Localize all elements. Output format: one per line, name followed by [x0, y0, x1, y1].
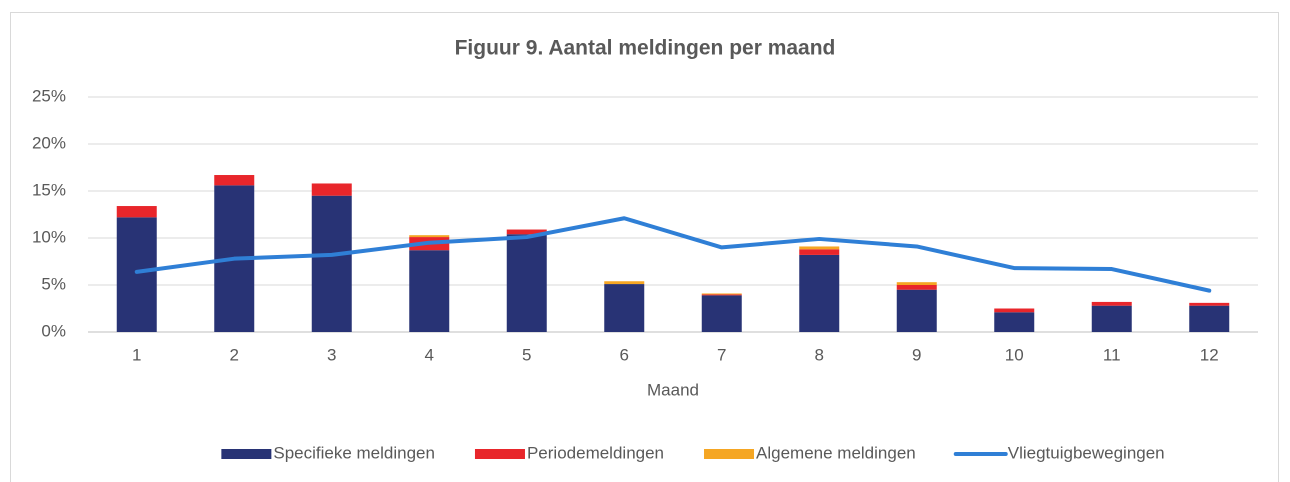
bar-segment [506, 234, 547, 332]
x-tick-label: 12 [1200, 345, 1219, 364]
x-axis-label: Maand [647, 380, 699, 399]
x-tick-label: 7 [717, 345, 726, 364]
bar-segment [1091, 301, 1132, 306]
y-tick-label: 20% [32, 133, 66, 152]
bar-segment [311, 183, 352, 196]
bar-segment [311, 195, 352, 332]
bar-segment [409, 235, 450, 238]
y-tick-label: 10% [32, 227, 66, 246]
legend-swatch [704, 449, 755, 459]
x-tick-label: 4 [425, 345, 434, 364]
line-series [134, 216, 1212, 293]
legend-swatch [221, 449, 272, 459]
x-tick-label: 11 [1103, 345, 1121, 364]
y-tick-label: 0% [41, 321, 66, 340]
x-tick-label: 2 [230, 345, 239, 364]
legend-label: Algemene meldingen [756, 443, 916, 462]
legend-label: Periodemeldingen [527, 443, 664, 462]
y-tick-label: 25% [32, 86, 66, 105]
bar-segment [701, 293, 742, 295]
bar-segment [1091, 305, 1132, 332]
bar-segment [701, 294, 742, 296]
bar-segment [799, 254, 840, 332]
bar-segment [1189, 302, 1230, 306]
x-tick-label: 5 [522, 345, 531, 364]
legend-label: Specifieke meldingen [273, 443, 435, 462]
bar-segment [604, 281, 645, 285]
bar-segment [1189, 305, 1230, 332]
legend-label: Vliegtuigbewegingen [1008, 443, 1165, 462]
chart-title: Figuur 9. Aantal meldingen per maand [455, 37, 836, 60]
bar-segment [799, 246, 840, 250]
chart-frame [10, 12, 1279, 482]
bar-segment [506, 229, 547, 235]
y-tick-label: 15% [32, 180, 66, 199]
bar-segment [604, 284, 645, 332]
bar-segment [409, 250, 450, 332]
y-tick-label: 5% [41, 274, 66, 293]
x-tick-label: 3 [327, 345, 336, 364]
x-tick-label: 6 [620, 345, 629, 364]
bar-segment [116, 217, 157, 332]
bar-segment [994, 312, 1035, 332]
x-tick-label: 1 [132, 345, 141, 364]
x-tick-label: 8 [815, 345, 824, 364]
legend-swatch [474, 449, 525, 459]
legend: Specifieke meldingen Periodemeldingen Alge… [221, 443, 1165, 462]
bar-segment [214, 175, 255, 186]
bar-segment [994, 308, 1035, 313]
bar-segment [896, 285, 937, 290]
bar-segment [896, 289, 937, 332]
bar-segment [896, 282, 937, 285]
x-tick-label: 9 [912, 345, 921, 364]
x-tick-label: 10 [1005, 345, 1024, 364]
bar-segment [799, 249, 840, 255]
bar-segment [116, 206, 157, 218]
bar-segment [701, 295, 742, 332]
